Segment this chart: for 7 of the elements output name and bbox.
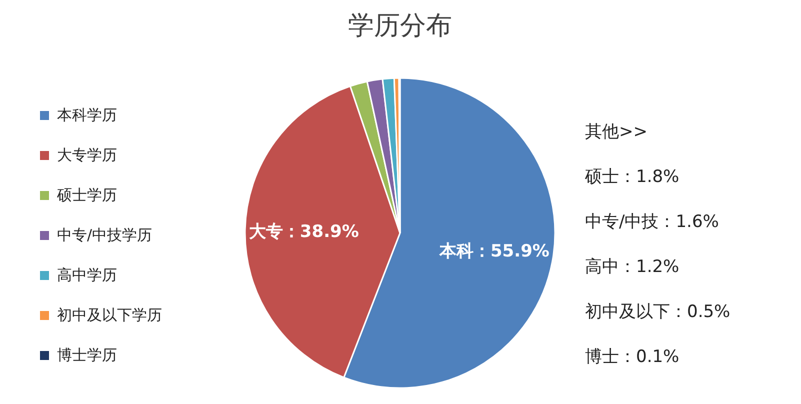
annotation: 博士：0.1% bbox=[585, 347, 680, 367]
annotation: 硕士：1.8% bbox=[585, 167, 680, 187]
title: 学历分布 bbox=[348, 11, 452, 41]
annotation: 高中：1.2% bbox=[585, 257, 680, 277]
annotation: 其他>> bbox=[585, 122, 648, 142]
annotation: 初中及以下：0.5% bbox=[585, 302, 730, 322]
annotation: 中专/中技：1.6% bbox=[585, 212, 719, 232]
